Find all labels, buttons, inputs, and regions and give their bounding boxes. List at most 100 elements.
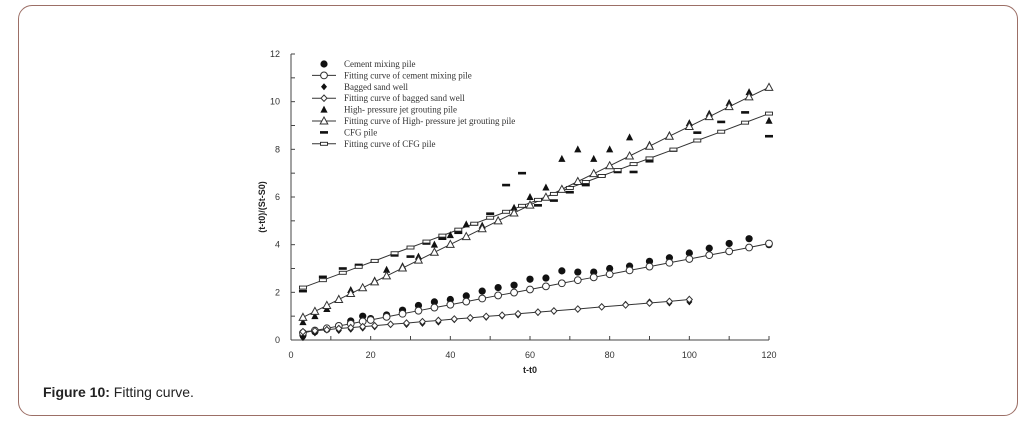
fit-marker: [764, 82, 774, 91]
fit-marker: [664, 131, 675, 140]
fit-marker: [509, 207, 519, 217]
fit-marker: [311, 326, 319, 335]
fit-marker: [645, 262, 654, 271]
fit-marker: [541, 192, 551, 201]
fit-marker: [534, 308, 542, 317]
fit-marker: [494, 291, 503, 300]
data-point: [765, 134, 773, 138]
data-point: [446, 231, 454, 239]
fit-marker: [625, 266, 634, 275]
fit-marker: [386, 320, 395, 329]
fit-marker: [605, 270, 614, 279]
data-point: [510, 281, 518, 289]
data-point: [383, 265, 391, 273]
fit-marker: [765, 111, 773, 116]
fit-marker: [430, 303, 439, 312]
data-point: [298, 289, 307, 293]
fit-marker: [338, 270, 347, 275]
fit-marker: [624, 150, 635, 160]
data-point: [406, 255, 415, 258]
y-tick-label: 12: [270, 49, 280, 59]
fit-marker: [390, 251, 399, 256]
fit-marker: [573, 276, 582, 285]
data-point: [558, 267, 566, 275]
fit-marker: [685, 255, 694, 263]
fit-marker: [705, 251, 714, 260]
fit-marker: [493, 215, 503, 225]
fit-marker: [574, 305, 582, 313]
fit-marker: [605, 160, 615, 170]
fit-marker: [402, 319, 411, 328]
data-point: [338, 267, 347, 270]
fit-marker: [461, 231, 471, 241]
data-point: [299, 318, 307, 326]
data-point: [705, 244, 713, 252]
data-point: [462, 292, 470, 300]
data-point: [645, 159, 654, 163]
fit-marker: [613, 168, 622, 173]
legend-marker: [320, 105, 328, 113]
fit-marker: [299, 327, 307, 336]
fit-marker: [542, 282, 550, 291]
legend-label: Fitting curve of CFG pile: [344, 139, 436, 149]
fit-marker: [298, 312, 308, 321]
fit-marker: [589, 273, 598, 282]
fit-marker: [573, 176, 583, 186]
fit-marker: [454, 227, 463, 232]
data-point: [725, 239, 733, 248]
fit-marker: [397, 262, 408, 272]
legend-marker: [320, 60, 328, 68]
data-point: [625, 133, 634, 141]
fit-marker: [525, 200, 535, 209]
legend-label: Fitting curve of bagged sand well: [344, 93, 465, 103]
y-tick-label: 0: [275, 335, 280, 345]
fit-marker: [322, 300, 332, 309]
x-tick-label: 60: [525, 350, 535, 360]
fit-marker: [477, 223, 487, 233]
legend-marker: [320, 131, 328, 134]
fit-marker: [406, 245, 415, 250]
data-point: [542, 183, 550, 191]
y-tick-label: 2: [275, 287, 280, 297]
fit-marker: [645, 299, 654, 307]
fit-marker: [725, 247, 734, 256]
x-tick-label: 20: [366, 350, 376, 360]
data-point: [549, 199, 558, 202]
fit-marker: [418, 317, 427, 326]
fit-marker: [299, 285, 307, 290]
data-point: [510, 203, 518, 211]
fit-marker: [445, 239, 455, 248]
data-point: [765, 116, 773, 124]
fit-marker: [629, 162, 638, 167]
fit-marker: [478, 294, 487, 303]
data-point: [526, 275, 534, 283]
legend-label: Fitting curve of High- pressure jet grou…: [344, 116, 515, 126]
data-point: [741, 111, 750, 114]
data-point: [745, 235, 753, 243]
fit-marker: [429, 247, 440, 256]
fit-marker: [450, 315, 459, 323]
fit-marker: [359, 322, 367, 331]
data-point: [390, 254, 399, 257]
fit-marker: [335, 324, 343, 333]
fit-marker: [470, 221, 479, 226]
y-tick-label: 8: [275, 144, 280, 154]
fit-marker: [589, 168, 599, 178]
fit-marker: [370, 258, 379, 263]
data-point: [590, 154, 598, 162]
data-point: [454, 231, 463, 235]
figure-caption-label: Figure 10:: [43, 384, 110, 400]
fit-marker: [323, 325, 331, 334]
data-point: [685, 249, 693, 257]
fit-marker: [765, 239, 773, 248]
y-tick-label: 4: [275, 240, 280, 250]
fit-marker: [370, 276, 380, 286]
data-point: [299, 334, 306, 342]
fit-marker: [398, 309, 407, 318]
x-tick-label: 40: [445, 350, 455, 360]
legend-label: High- pressure jet grouting pile: [344, 105, 457, 115]
x-tick-label: 120: [761, 350, 776, 360]
fit-marker: [665, 297, 674, 306]
data-point: [717, 120, 726, 124]
fit-marker: [598, 302, 606, 311]
